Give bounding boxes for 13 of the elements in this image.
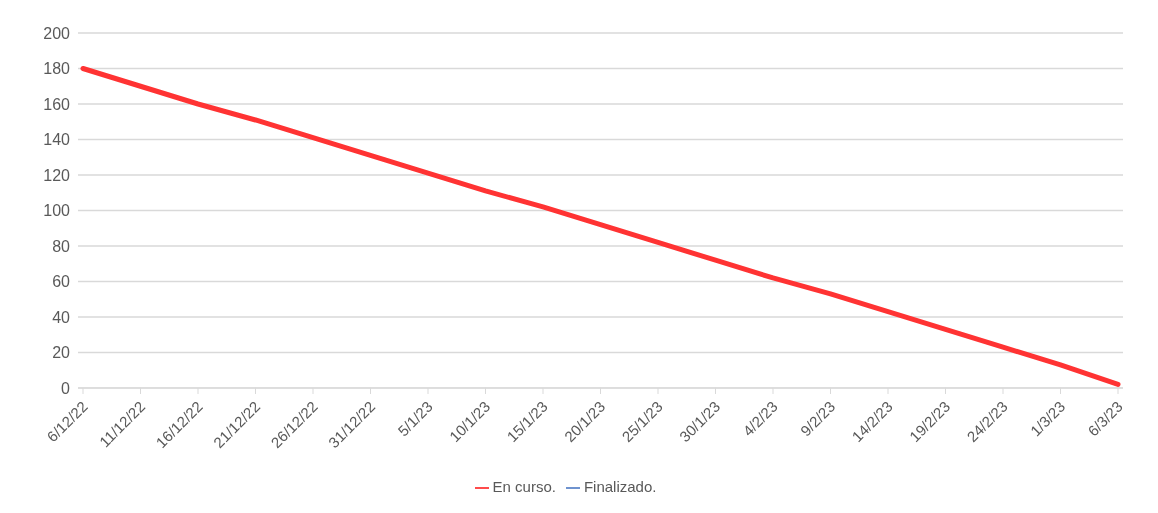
y-tick-label: 20 — [52, 344, 71, 362]
y-tick-label: 40 — [52, 308, 71, 326]
y-tick-label: 100 — [43, 202, 71, 220]
legend-label: En curso. — [492, 477, 556, 495]
y-tick-label: 80 — [52, 237, 71, 255]
y-tick-label: 180 — [43, 60, 71, 78]
legend-label: Finalizado. — [583, 477, 657, 495]
y-tick-label: 0 — [61, 379, 71, 397]
y-tick-label: 160 — [43, 95, 71, 113]
y-tick-label: 200 — [43, 24, 71, 42]
y-tick-label: 140 — [43, 131, 71, 149]
y-tick-label: 120 — [43, 166, 71, 184]
y-tick-label: 60 — [52, 273, 71, 291]
